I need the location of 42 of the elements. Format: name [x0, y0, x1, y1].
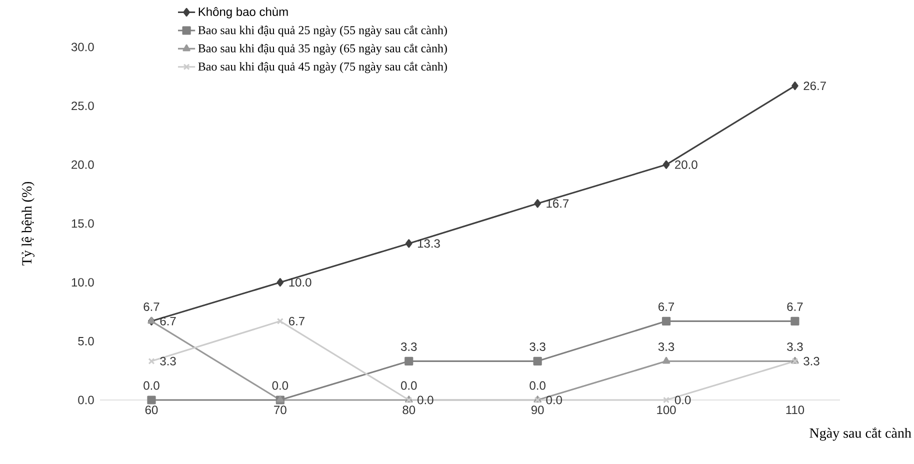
- y-tick-label: 10.0: [72, 278, 94, 287]
- data-label: 10.0: [289, 278, 312, 287]
- x-tick-label: 90: [531, 406, 544, 414]
- data-label: 3.3: [787, 342, 803, 351]
- data-label: 0.0: [144, 381, 160, 390]
- y-tick-label: 5.0: [78, 336, 94, 346]
- data-label: 3.3: [530, 342, 546, 351]
- data-label: 13.3: [418, 239, 440, 248]
- data-label: 0.0: [530, 381, 546, 390]
- data-label: 26.7: [804, 82, 826, 90]
- x-tick-label: 70: [274, 406, 286, 414]
- data-label: 6.7: [144, 302, 160, 311]
- data-label: 0.0: [674, 396, 691, 404]
- data-label: 3.3: [400, 342, 417, 351]
- data-label: 3.3: [658, 342, 674, 351]
- data-label: 6.7: [288, 316, 304, 326]
- data-label: 0.0: [418, 396, 434, 404]
- data-label: 6.7: [160, 316, 176, 326]
- data-label: 0.0: [272, 381, 288, 390]
- data-label: 16.7: [546, 199, 569, 208]
- legend-label: Bao sau khi đậu quả 35 ngày (65 ngày sau cắt cành): [198, 44, 447, 55]
- x-axis-title: Ngày sau cắt cành: [810, 428, 912, 441]
- data-label: 6.7: [658, 302, 674, 311]
- y-tick-label: 0.0: [78, 396, 94, 404]
- data-label: 0.0: [401, 381, 417, 390]
- y-tick-label: 20.0: [72, 160, 94, 169]
- data-label: 20.0: [675, 160, 698, 169]
- y-axis-title: Tỷ lệ bệnh (%): [22, 182, 34, 266]
- x-tick-label: 100: [657, 406, 676, 414]
- legend-label: Không bao chùm: [198, 7, 288, 18]
- y-tick-label: 30.0: [71, 42, 94, 52]
- x-tick-label: 80: [402, 406, 416, 414]
- data-label: 0.0: [546, 396, 562, 404]
- x-tick-label: 110: [786, 406, 804, 414]
- y-tick-label: 15.0: [72, 219, 94, 228]
- data-label: 6.7: [787, 302, 803, 311]
- data-label: 3.3: [160, 356, 176, 366]
- legend-label: Bao sau khi đậu quả 45 ngày (75 ngày sau cắt cành): [198, 62, 447, 74]
- data-label: 3.3: [804, 356, 820, 366]
- legend-label: Bao sau khi đậu quả 25 ngày (55 ngày sau cắt cành): [198, 25, 447, 37]
- x-tick-label: 60: [145, 406, 158, 414]
- y-tick-label: 25.0: [72, 102, 94, 110]
